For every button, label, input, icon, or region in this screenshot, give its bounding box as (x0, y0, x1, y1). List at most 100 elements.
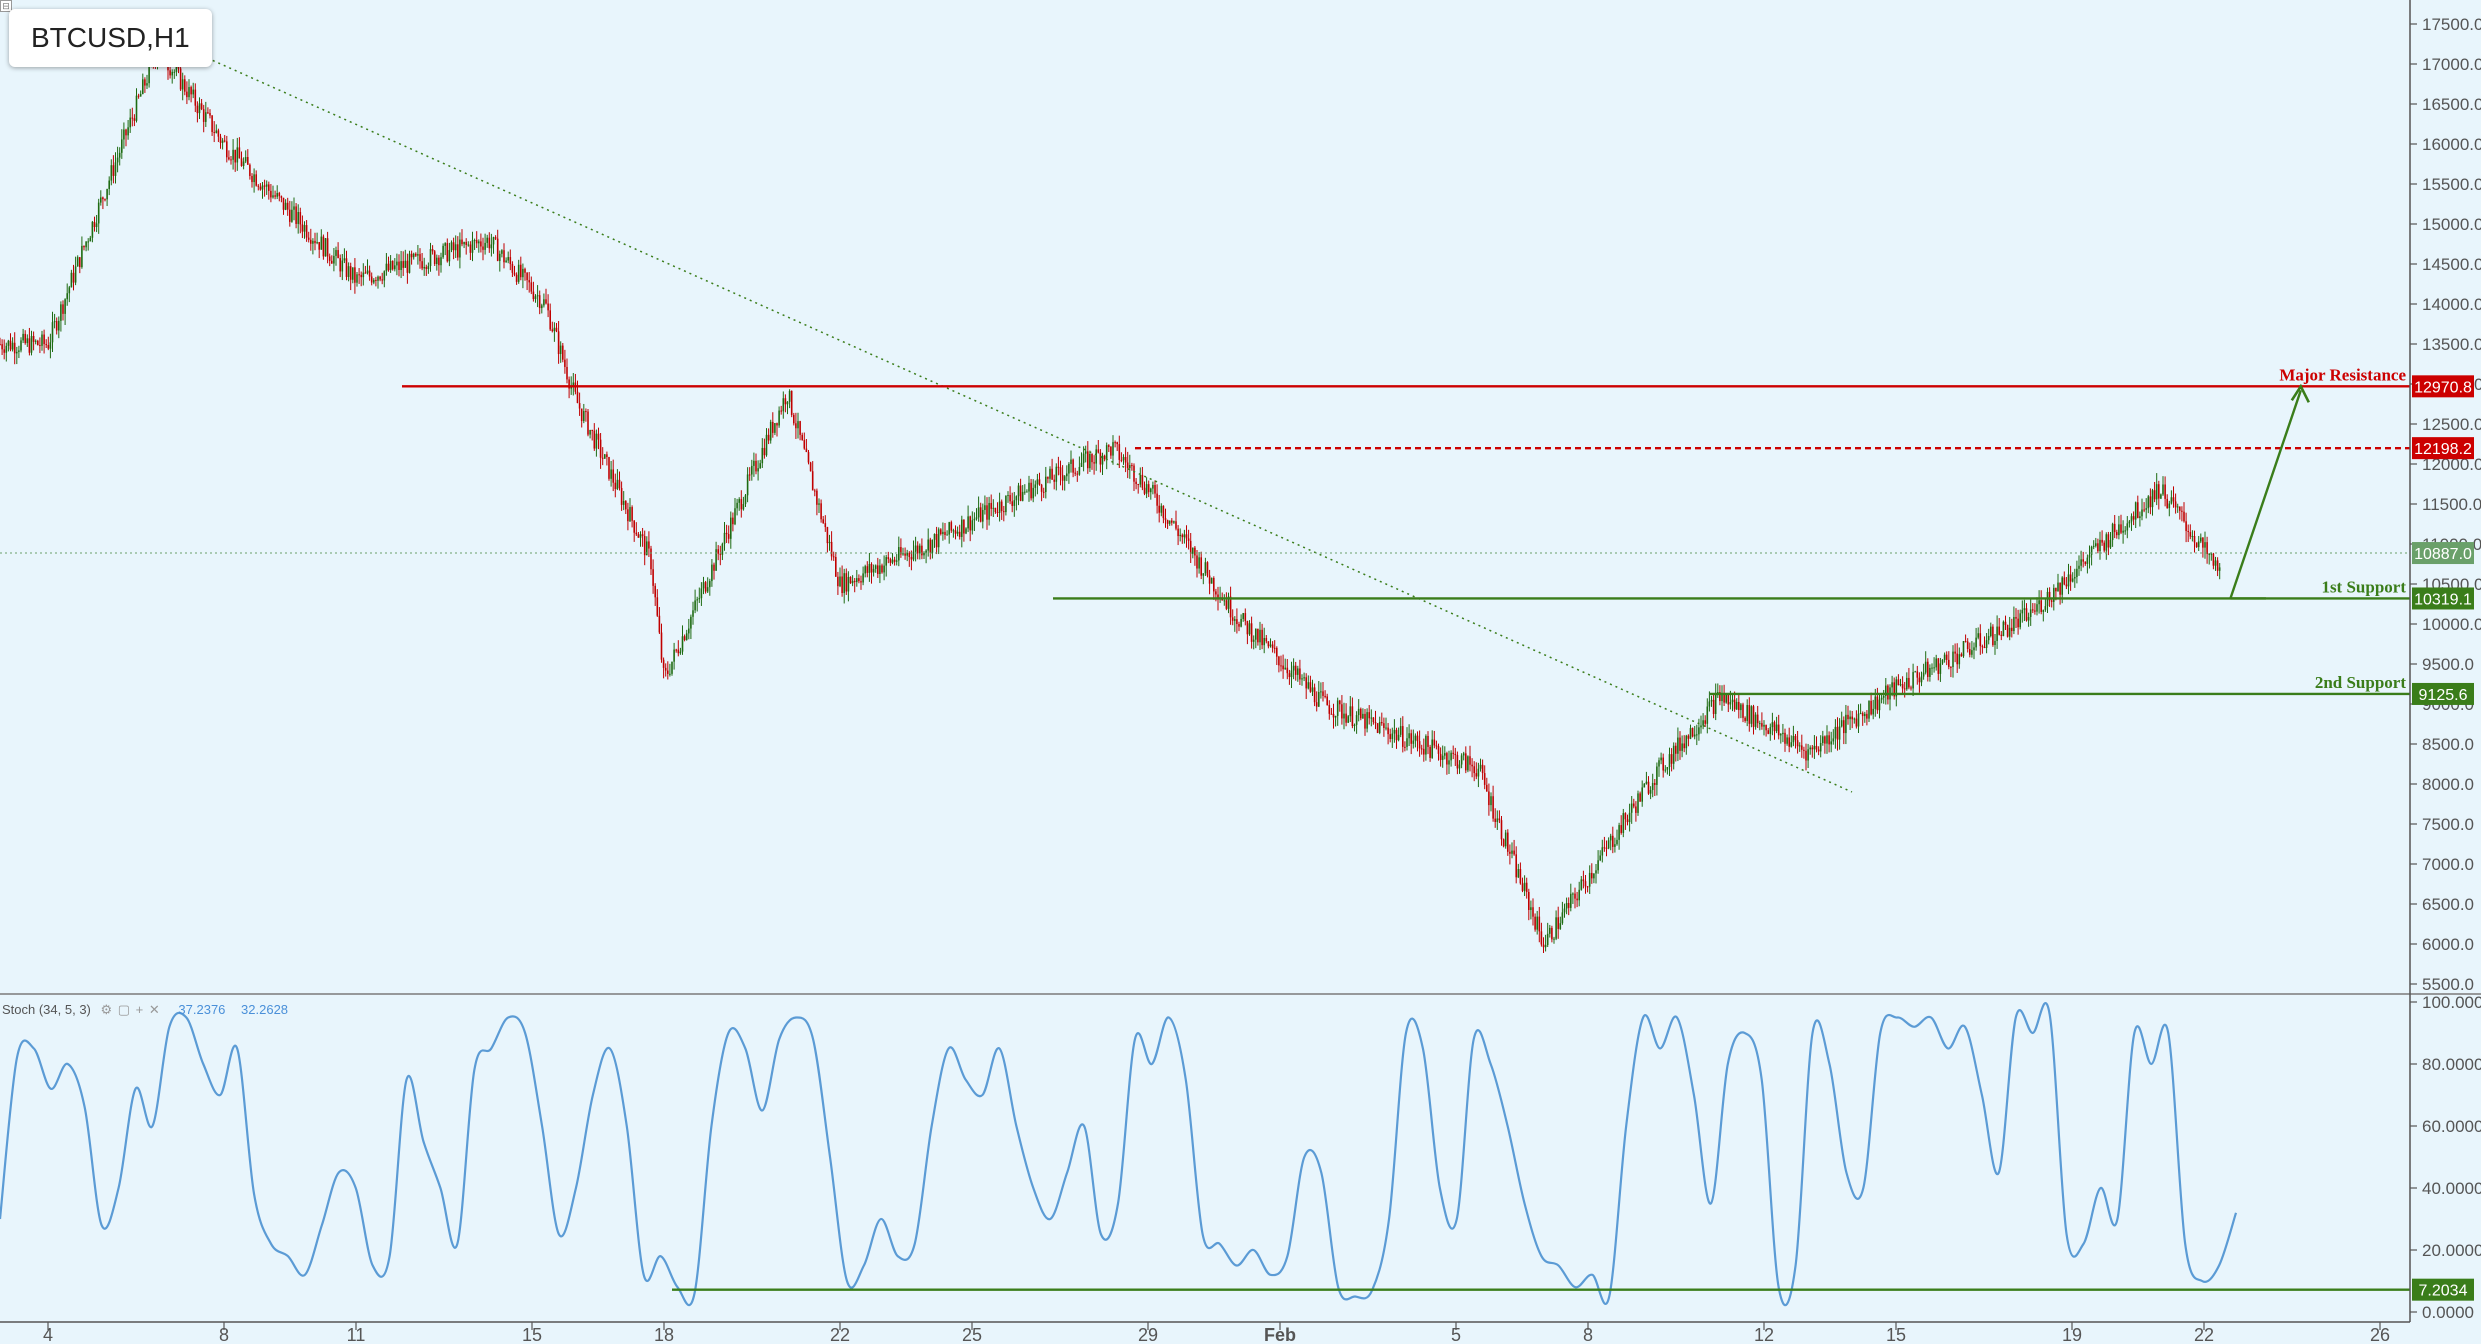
candle-body (1824, 736, 1826, 744)
candle-body (1996, 626, 1998, 641)
candle-body (373, 279, 375, 283)
candle-body (977, 507, 980, 518)
candle-body (847, 576, 850, 592)
candle-body (625, 501, 627, 510)
candle-body (436, 257, 438, 264)
candle-body (509, 257, 512, 265)
candle-body (1689, 728, 1692, 739)
candle-body (2027, 616, 2030, 621)
candle-body (971, 520, 974, 531)
candle-body (578, 403, 581, 409)
candle-body (1500, 820, 1503, 840)
candle-body (1521, 883, 1524, 891)
candle-body (1765, 724, 1767, 731)
candle-body (2050, 600, 2053, 602)
candle-body (291, 209, 293, 222)
candle-body (1028, 482, 1030, 492)
stoch-tick-label: 20.0000 (2422, 1241, 2481, 1260)
candle-body (650, 548, 652, 570)
candle-body (1712, 699, 1715, 714)
candle-body (1479, 764, 1482, 769)
candle-body (1633, 803, 1635, 807)
time-axis: 4 8 11 15 18 22 25 29 Feb 5 8 12 15 19 22 26 (43, 1322, 2390, 1344)
candle-body (1656, 766, 1658, 785)
candle-body (450, 242, 453, 251)
time-tick-label: 8 (219, 1325, 229, 1344)
candle-body (1945, 654, 1948, 660)
candle-body (2204, 542, 2206, 548)
candle-body (1282, 665, 1284, 670)
stoch-tick-label: 0.0000 (2422, 1303, 2474, 1322)
candle-body (1467, 756, 1469, 771)
candle-body (900, 547, 902, 555)
candle-body (1017, 485, 1020, 497)
candle-body (1683, 743, 1685, 749)
candle-body (1912, 672, 1914, 689)
candle-body (1231, 617, 1234, 621)
candle-body (236, 147, 239, 163)
level-price-box (2412, 682, 2474, 705)
candle-body (820, 503, 822, 520)
candle-body (1822, 736, 1824, 744)
candle-body (358, 274, 360, 276)
candle-body (656, 597, 659, 616)
stoch-legend-buttons[interactable]: ⚙ ▢ + ✕ (100, 1002, 161, 1017)
candle-body (1801, 745, 1803, 750)
candle-body (202, 109, 205, 122)
candle-body (1036, 479, 1039, 485)
candle-body (383, 271, 386, 281)
candle-body (629, 507, 631, 522)
collapse-icon[interactable]: ⊟ (0, 0, 12, 12)
candle-body (1047, 476, 1049, 479)
candle-body (677, 649, 680, 654)
candle-body (1887, 685, 1889, 700)
candle-body (2174, 501, 2177, 508)
candle-body (1450, 752, 1452, 761)
candle-body (100, 197, 102, 203)
candle-body (1261, 629, 1263, 646)
candle-body (299, 212, 302, 225)
candle-body (2181, 510, 2183, 512)
level-price-box (2412, 375, 2474, 398)
candle-body (1164, 518, 1167, 521)
stoch-value-k: 37.2376 (178, 1002, 226, 1017)
candle-body (1454, 753, 1457, 756)
candle-body (975, 517, 978, 519)
candle-body (2002, 621, 2005, 637)
candle-body (755, 460, 757, 472)
candle-body (965, 528, 967, 534)
candle-body (9, 340, 12, 350)
candle-body (2130, 516, 2133, 522)
candle-body (1162, 505, 1165, 519)
candle-body (425, 266, 428, 270)
candle-body (1013, 500, 1016, 506)
candle-body (1975, 637, 1977, 648)
candle-body (1143, 487, 1146, 494)
candle-body (20, 340, 22, 351)
candle-body (1601, 847, 1604, 856)
price-tick-label: 14500.0 (2422, 255, 2481, 274)
candle-body (1922, 672, 1925, 677)
candle-body (1185, 534, 1188, 539)
candle-body (530, 282, 533, 292)
symbol-title[interactable]: BTCUSD,H1 (9, 9, 212, 67)
candle-body (788, 390, 791, 402)
candle-body (1133, 465, 1135, 482)
candle-body (1603, 847, 1606, 849)
candle-body (1864, 713, 1866, 717)
candle-body (1223, 600, 1226, 602)
time-tick-label: 22 (2194, 1325, 2214, 1344)
candle-body (511, 264, 514, 273)
candle-body (664, 667, 667, 671)
time-tick-label: 11 (347, 1325, 366, 1344)
candle-body (415, 253, 417, 256)
candle-body (648, 541, 650, 549)
candle-body (862, 573, 864, 583)
candle-body (874, 565, 877, 569)
candle-body (1439, 753, 1442, 760)
candle-body (268, 184, 270, 191)
candle-body (352, 267, 354, 280)
candle-body (448, 250, 451, 262)
candle-body (942, 531, 944, 535)
candle-body (1941, 659, 1944, 664)
